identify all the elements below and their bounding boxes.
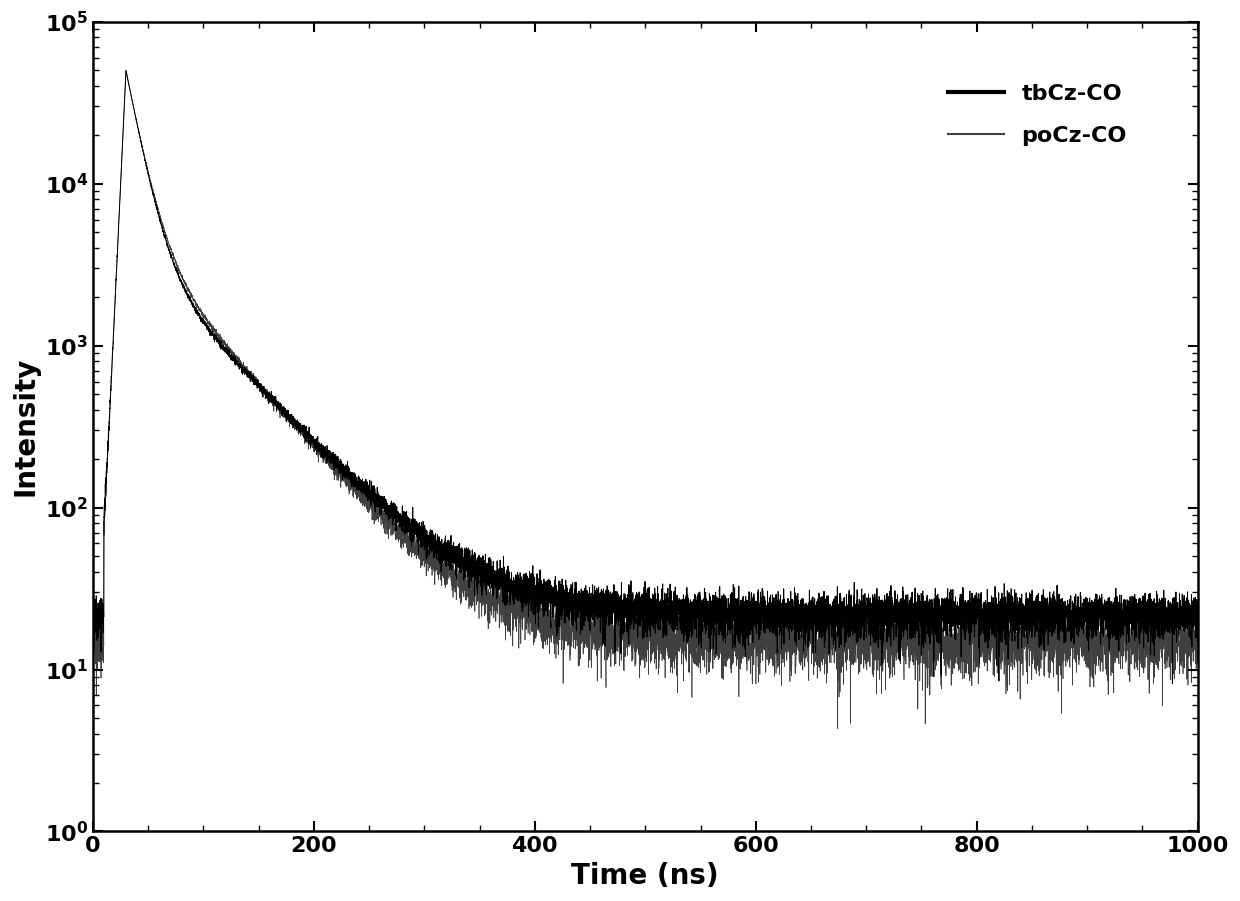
poCz-CO bbox=[86, 652, 100, 663]
poCz-CO bbox=[1132, 642, 1147, 653]
tbCz-CO bbox=[1132, 605, 1147, 615]
tbCz-CO bbox=[86, 604, 100, 614]
tbCz-CO bbox=[1190, 602, 1205, 613]
poCz-CO bbox=[831, 724, 846, 734]
tbCz-CO bbox=[626, 596, 641, 607]
tbCz-CO bbox=[151, 211, 166, 222]
poCz-CO bbox=[119, 65, 134, 76]
Line: poCz-CO: poCz-CO bbox=[93, 70, 1198, 729]
tbCz-CO bbox=[303, 431, 317, 441]
tbCz-CO bbox=[131, 126, 146, 137]
poCz-CO bbox=[91, 636, 105, 647]
Legend: tbCz-CO, poCz-CO: tbCz-CO, poCz-CO bbox=[921, 57, 1153, 173]
Y-axis label: Intensity: Intensity bbox=[11, 357, 40, 496]
Line: tbCz-CO: tbCz-CO bbox=[93, 70, 1198, 684]
poCz-CO bbox=[131, 125, 146, 136]
poCz-CO bbox=[151, 208, 166, 219]
tbCz-CO bbox=[1164, 678, 1179, 689]
poCz-CO bbox=[626, 629, 641, 640]
poCz-CO bbox=[1190, 623, 1205, 634]
tbCz-CO bbox=[119, 65, 134, 76]
poCz-CO bbox=[303, 438, 317, 449]
tbCz-CO bbox=[91, 617, 105, 628]
X-axis label: Time (ns): Time (ns) bbox=[572, 862, 719, 890]
